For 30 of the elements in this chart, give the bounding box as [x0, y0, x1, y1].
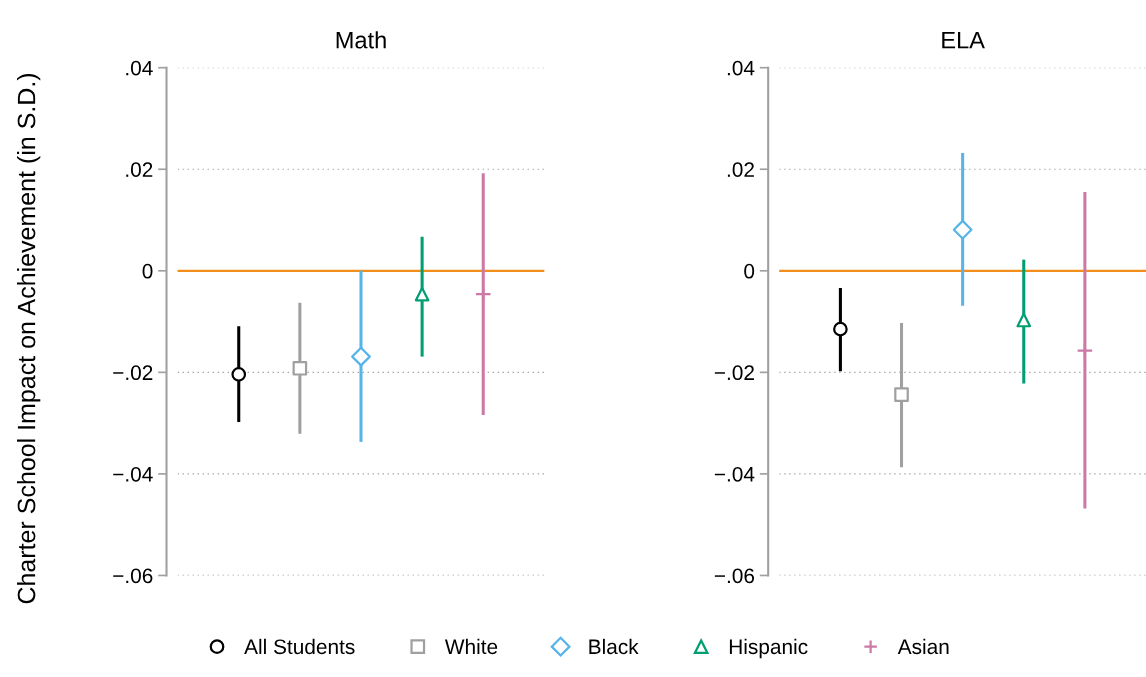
legend-label: White [444, 638, 498, 655]
chart-title: ELA [942, 32, 985, 49]
legend-label: All Students [244, 638, 355, 655]
legend-label: Hispanic [729, 638, 808, 659]
y-tick-label: −.06 [113, 568, 153, 584]
y-tick-label: .02 [126, 162, 153, 177]
point [1016, 312, 1032, 328]
y-tick-label: −.02 [714, 365, 754, 381]
point [474, 285, 492, 303]
point [414, 286, 430, 302]
y-tick-label: 0 [744, 263, 755, 279]
y-axis-title: Charter School Impact on Achievement (in S.D.) [17, 73, 41, 604]
legend-label: Black [589, 638, 639, 655]
point [292, 360, 308, 376]
point [1076, 342, 1094, 359]
point [952, 219, 973, 240]
point [894, 387, 909, 403]
point [351, 346, 371, 367]
point [833, 321, 848, 337]
legend-label: Asian [897, 638, 949, 655]
y-tick-label: .02 [727, 162, 754, 177]
point [231, 367, 247, 382]
y-tick-label: −.04 [113, 466, 153, 482]
y-tick-label: .04 [126, 60, 153, 76]
y-tick-label: −.04 [714, 466, 755, 482]
y-tick-label: −.02 [113, 365, 153, 381]
y-tick-label: .04 [727, 60, 755, 76]
y-tick-label: −.06 [714, 568, 755, 584]
chart-title: Math [336, 31, 386, 49]
y-tick-label: 0 [142, 263, 153, 279]
